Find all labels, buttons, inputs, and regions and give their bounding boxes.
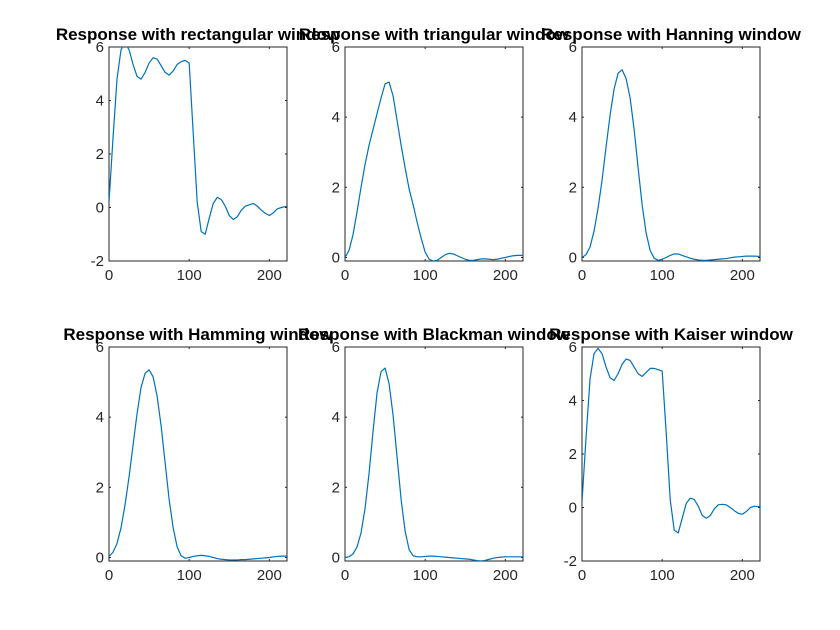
series-line-hanning: [582, 69, 760, 261]
axes-box: [108, 46, 288, 262]
y-tick-label: 2: [332, 179, 340, 196]
y-tick-label: 4: [569, 109, 577, 126]
y-tick-label: 4: [332, 409, 340, 426]
y-tick-label: 6: [332, 339, 340, 356]
series-line-hamming: [109, 369, 287, 561]
y-tick-label: 6: [96, 339, 104, 356]
x-tick-label: 0: [341, 267, 349, 284]
series-line-kaiser: [582, 347, 760, 534]
y-tick-label: 4: [332, 109, 340, 126]
y-tick-label: 2: [332, 479, 340, 496]
x-tick-label: 100: [413, 567, 438, 584]
y-tick-label: -2: [91, 253, 104, 270]
subplot-title: Response with Kaiser window: [549, 325, 793, 344]
axes-box: [344, 346, 524, 562]
subplot-title: Response with Hamming window: [63, 325, 333, 344]
subplot-title: Response with Hanning window: [541, 25, 802, 44]
axes-box: [581, 346, 761, 562]
y-tick-label: 0: [332, 249, 340, 266]
y-tick-label: 4: [569, 393, 577, 410]
x-tick-label: 0: [105, 567, 113, 584]
subplot-title: Response with triangular window: [299, 25, 570, 44]
y-tick-label: 4: [96, 409, 104, 426]
x-tick-label: 200: [493, 267, 518, 284]
y-tick-label: 6: [569, 339, 577, 356]
y-tick-label: 0: [569, 249, 577, 266]
subplot-title: Response with Blackman window: [298, 325, 571, 344]
x-tick-label: 100: [650, 567, 675, 584]
y-tick-label: 6: [332, 39, 340, 56]
y-tick-label: 0: [96, 549, 104, 566]
x-tick-label: 0: [578, 267, 586, 284]
y-tick-label: 2: [96, 146, 104, 163]
axes-box: [108, 346, 288, 562]
x-tick-label: 200: [493, 567, 518, 584]
y-tick-label: 6: [96, 39, 104, 56]
y-tick-label: -2: [564, 553, 577, 570]
x-tick-label: 200: [730, 567, 755, 584]
x-tick-label: 200: [257, 567, 282, 584]
y-tick-label: 0: [332, 549, 340, 566]
y-tick-label: 2: [569, 179, 577, 196]
x-tick-label: 100: [650, 267, 675, 284]
axes-box: [344, 46, 524, 262]
y-tick-label: 2: [569, 446, 577, 463]
subplot-title: Response with rectangular window: [56, 25, 341, 44]
y-tick-label: 2: [96, 479, 104, 496]
x-tick-label: 0: [578, 567, 586, 584]
series-line-rectangular: [109, 47, 287, 235]
y-tick-label: 0: [96, 200, 104, 217]
series-line-blackman: [345, 367, 523, 561]
x-tick-label: 200: [257, 267, 282, 284]
x-tick-label: 0: [341, 567, 349, 584]
y-tick-label: 0: [569, 500, 577, 517]
x-tick-label: 200: [730, 267, 755, 284]
x-tick-label: 0: [105, 267, 113, 284]
y-tick-label: 6: [569, 39, 577, 56]
x-tick-label: 100: [177, 267, 202, 284]
x-tick-label: 100: [177, 567, 202, 584]
x-tick-label: 100: [413, 267, 438, 284]
series-line-triangular: [345, 81, 523, 261]
y-tick-label: 4: [96, 93, 104, 110]
axes-box: [581, 46, 761, 262]
